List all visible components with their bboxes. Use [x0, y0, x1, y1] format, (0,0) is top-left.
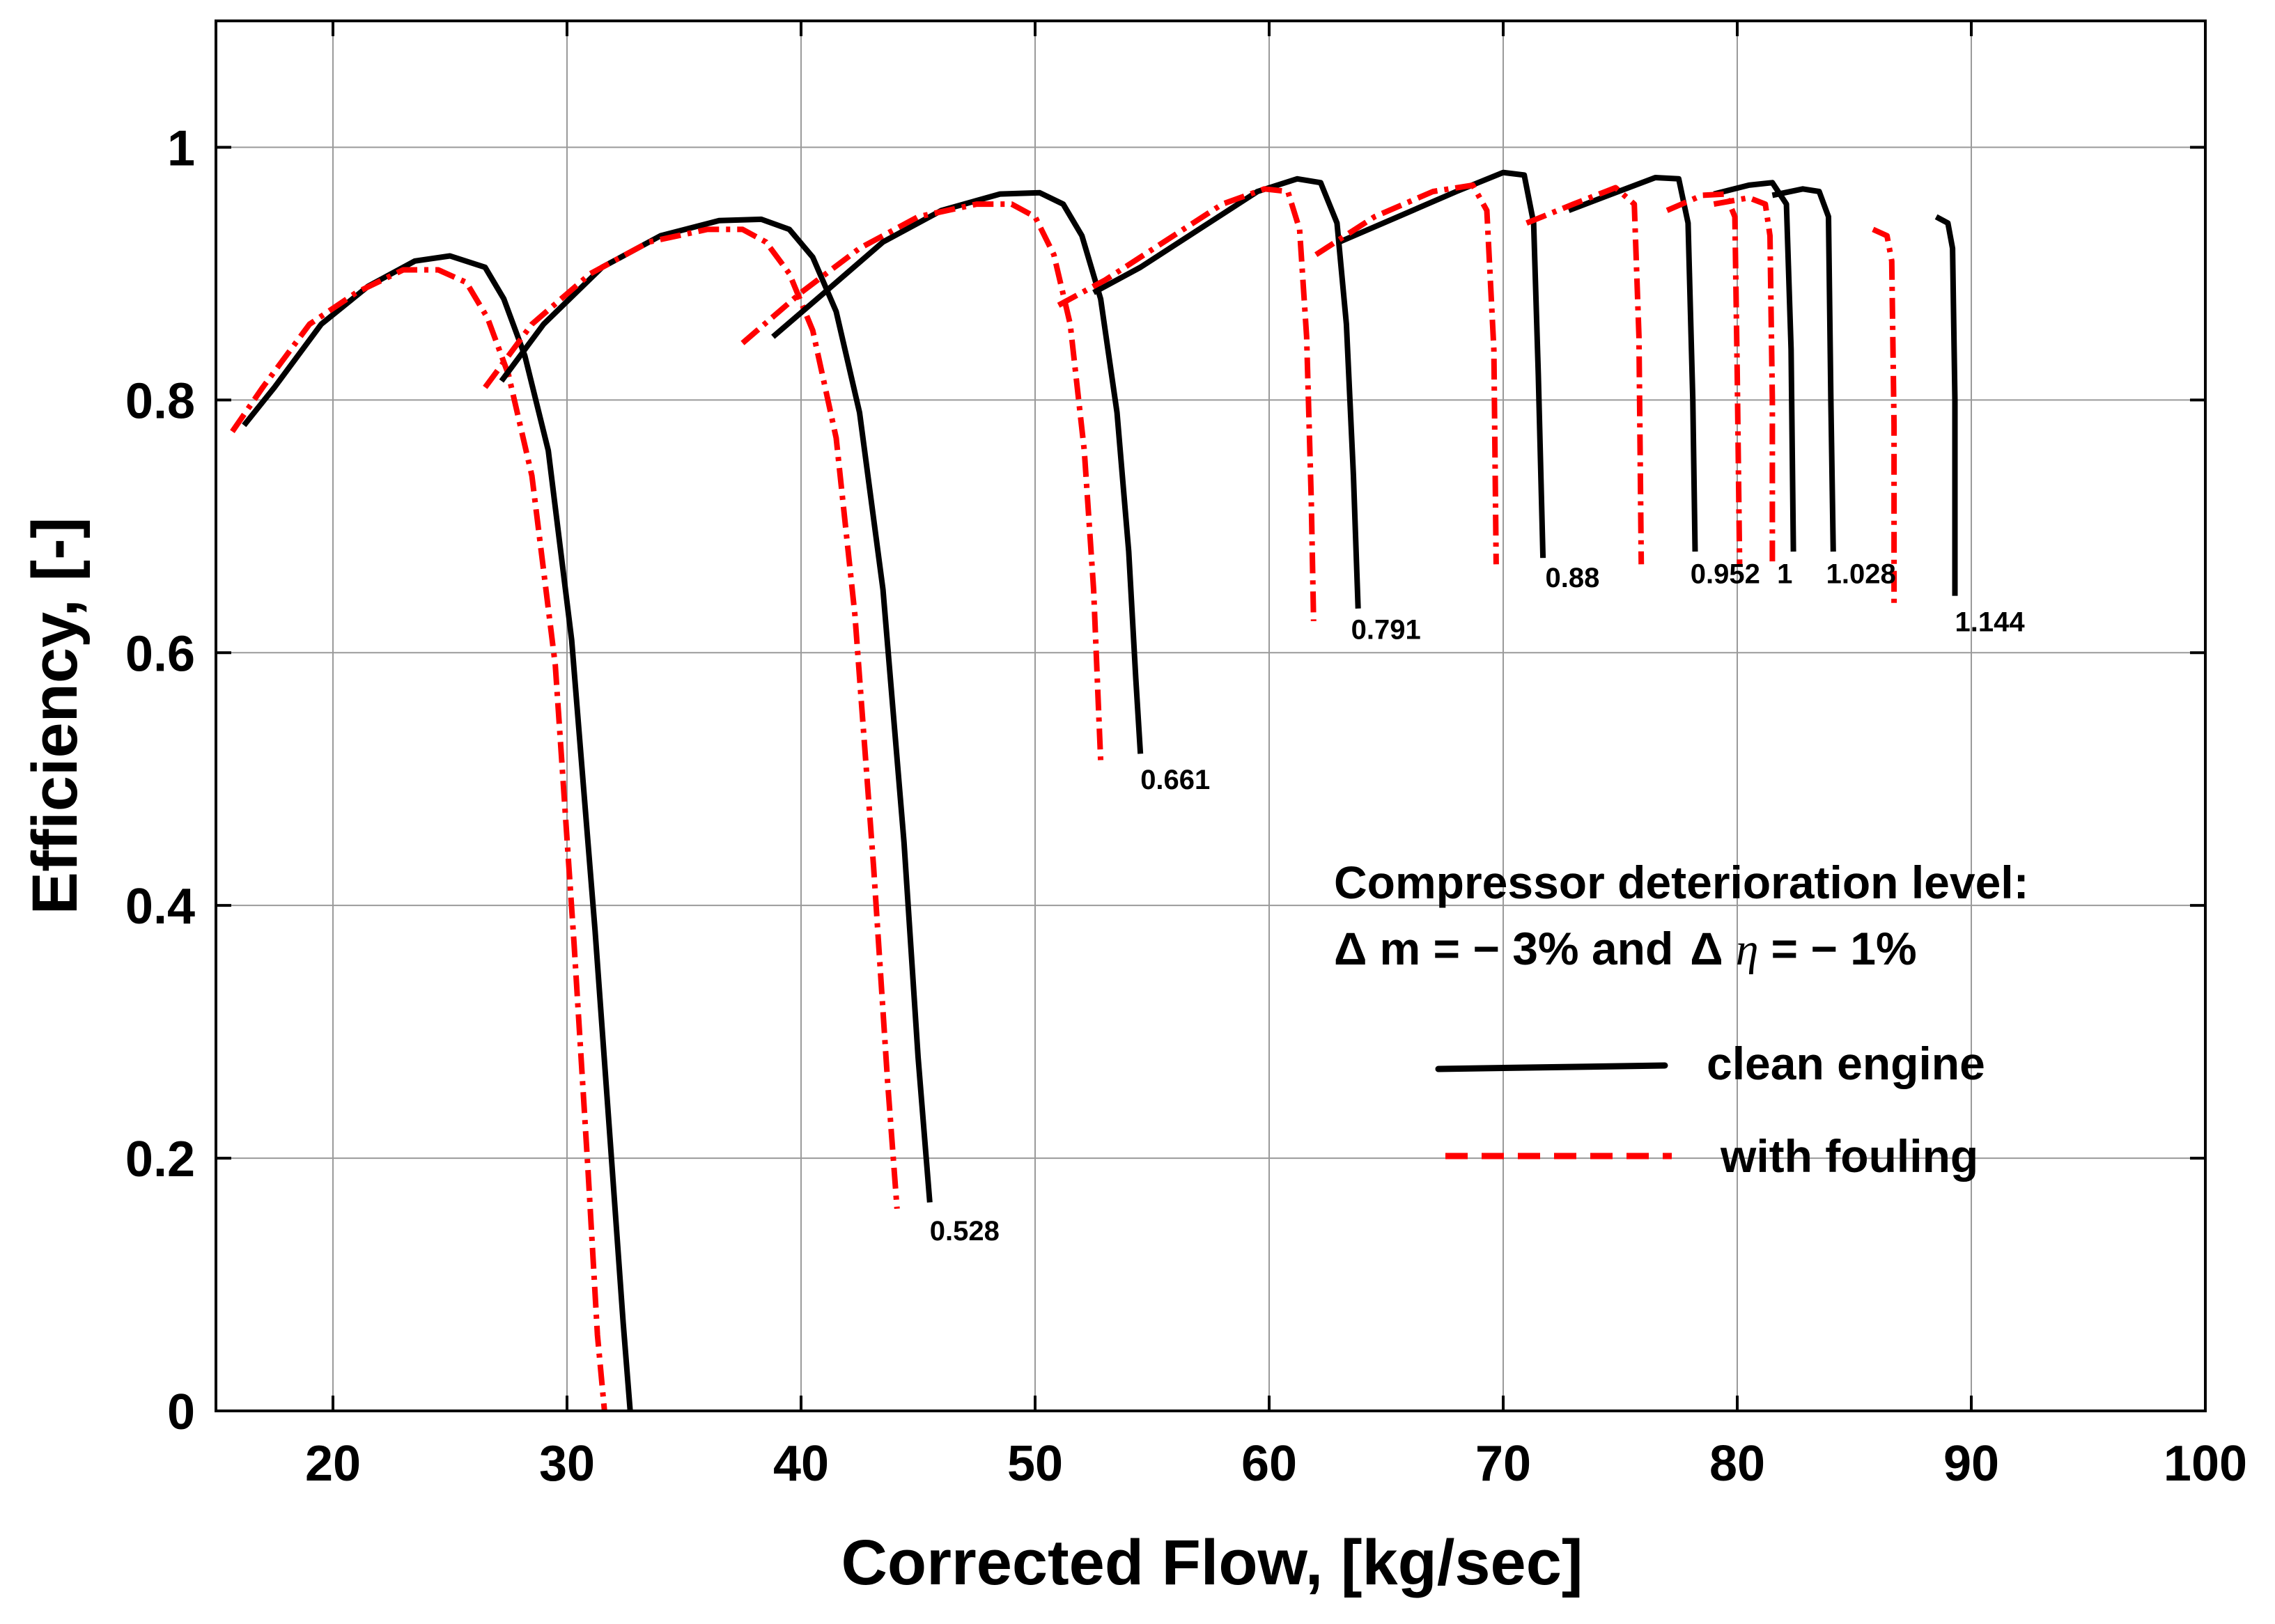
x-tick-label: 60 [1241, 1436, 1297, 1492]
x-tick-label: 30 [539, 1436, 595, 1492]
legend-delta-m: Δ [1334, 923, 1367, 974]
speed-labels: 0.528 0.661 0.791 0.88 0.952 1 1.028 1.144 [930, 559, 2026, 1247]
with-fouling-curve-1.144 [1713, 195, 1776, 565]
clean-engine-curve-0.952 [1338, 169, 1546, 559]
x-tick-label: 40 [773, 1436, 829, 1492]
y-tick-label: 1 [167, 120, 195, 176]
speed-label: 0.88 [1545, 563, 1599, 593]
with-fouling-curve-0.88 [1057, 186, 1317, 621]
clean-engine-curve-0.791 [771, 189, 1144, 754]
legend-eta-symbol: η [1736, 924, 1759, 975]
with-fouling-curve-1 [1525, 185, 1645, 565]
x-tick-label: 70 [1475, 1436, 1531, 1492]
y-tick-label: 0.8 [125, 373, 195, 429]
with-fouling-curve-0.791 [740, 201, 1104, 760]
x-tick-label: 20 [305, 1436, 361, 1492]
legend: Compressor deterioration level: Δ m = − … [1334, 857, 2029, 1182]
y-tick-label: 0.6 [125, 626, 195, 682]
legend-mass-change: m = − 3% and [1379, 923, 1673, 974]
y-axis-title: Efficiency, [-] [20, 517, 91, 915]
with-fouling-curve-1.144b [1872, 226, 1897, 609]
speed-label: 0.952 [1691, 559, 1760, 589]
legend-title: Compressor deterioration level: [1334, 857, 2029, 908]
speed-label: 0.791 [1351, 614, 1421, 645]
axis-ticks: 20 30 40 50 60 70 80 90 100 0 0.2 0.4 0.6 0.8 1 [125, 21, 2247, 1492]
clean-engine-curve-0.661 [499, 216, 933, 1203]
grid-lines [216, 21, 2206, 1412]
with-fouling-curve-0.952 [1314, 182, 1499, 565]
clean-engine-curve-1.144b [1934, 214, 1958, 596]
x-tick-label: 80 [1709, 1436, 1765, 1492]
speed-label: 0.661 [1140, 765, 1210, 795]
x-axis-title: Corrected Flow, [kg/sec] [841, 1527, 1583, 1598]
legend-eta-change: = − 1% [1771, 923, 1916, 974]
y-tick-label: 0.2 [125, 1132, 195, 1187]
x-tick-label: 50 [1007, 1436, 1063, 1492]
y-tick-label: 0.4 [125, 879, 195, 935]
series-group [230, 169, 1958, 1412]
with-fouling-curve-1.028 [1666, 191, 1743, 565]
speed-label: 1.028 [1826, 559, 1896, 589]
legend-clean-swatch [1435, 1062, 1668, 1072]
x-tick-label: 100 [2164, 1436, 2247, 1492]
with-fouling-curve-0.661 [483, 226, 900, 1209]
speed-label: 0.528 [930, 1216, 1000, 1247]
legend-delta-eta: Δ [1690, 923, 1723, 974]
legend-subtitle: Δ m = − 3% and Δ η = − 1% [1334, 923, 1917, 975]
x-tick-label: 90 [1943, 1436, 1999, 1492]
legend-clean-label: clean engine [1707, 1038, 1985, 1089]
speed-label: 1 [1777, 559, 1792, 589]
y-tick-label: 0 [167, 1384, 195, 1440]
clean-engine-curve-0.528 [242, 253, 633, 1412]
speed-label: 1.144 [1955, 607, 2025, 637]
clean-engine-curve-1.144 [1771, 186, 1836, 552]
with-fouling-curve-0.528 [230, 267, 607, 1412]
legend-fouling-label: with fouling [1720, 1130, 1978, 1182]
plot-frame [215, 19, 2207, 1412]
clean-engine-curve-0.88 [1092, 175, 1361, 609]
clean-engine-curve-1 [1567, 175, 1698, 552]
